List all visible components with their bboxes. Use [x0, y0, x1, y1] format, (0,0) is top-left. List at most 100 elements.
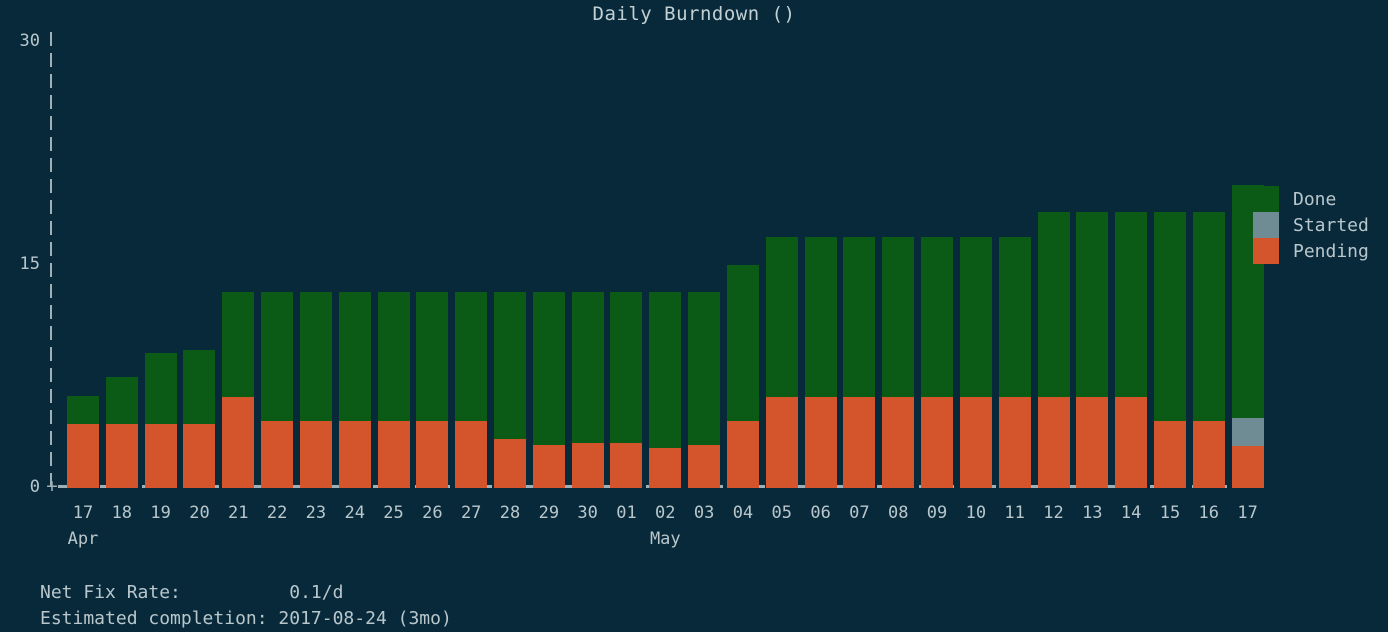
x-tick-label: 07	[849, 503, 870, 523]
x-tick-label: 14	[1120, 503, 1142, 523]
bar-segment-done	[882, 236, 915, 398]
bar-segment-done	[494, 291, 527, 439]
x-tick-label: 12	[1043, 503, 1064, 523]
bar-04	[726, 265, 759, 488]
bar-segment-pending	[338, 421, 371, 488]
x-tick-label: 02	[655, 503, 676, 523]
x-axis-line	[58, 484, 1232, 488]
bar-segment-done	[1037, 211, 1070, 398]
bar-segment-pending	[377, 421, 410, 488]
x-tick-label: 05	[771, 503, 792, 523]
bar-segment-pending	[183, 424, 216, 488]
bar-segment-done	[998, 236, 1031, 398]
bar-segment-done	[765, 236, 798, 398]
x-tick-label: 20	[189, 503, 210, 523]
bar-18	[105, 376, 138, 488]
x-tick-label: 06	[810, 503, 831, 523]
bar-segment-pending	[261, 421, 294, 488]
y-tick-label: 30	[19, 31, 40, 51]
bar-segment-done	[1153, 211, 1186, 422]
y-tick-label: 15	[19, 254, 40, 274]
bar-segment-pending	[726, 421, 759, 488]
x-tick-label: 18	[111, 503, 133, 523]
bar-15	[1153, 211, 1186, 488]
x-axis-month-labels: Apr May	[0, 529, 1388, 553]
x-tick-label: 28	[499, 503, 521, 523]
bar-segment-done	[959, 236, 992, 398]
bar-23	[299, 291, 332, 488]
x-tick-label: 26	[422, 503, 443, 523]
bar-segment-done	[726, 265, 759, 422]
x-tick-label: 10	[965, 503, 987, 523]
bar-segment-pending	[1153, 421, 1186, 488]
x-tick-label: 19	[150, 503, 171, 523]
x-tick-label: 09	[926, 503, 948, 523]
legend-label: Started	[1293, 214, 1369, 236]
bar-segment-done	[1076, 211, 1109, 398]
legend-swatch-started	[1253, 212, 1279, 238]
x-tick-label: 22	[266, 503, 288, 523]
x-tick-label: 30	[577, 503, 598, 523]
bar-segment-done	[532, 291, 565, 445]
summary-footer: Net Fix Rate: 0.1/d Estimated completion…	[40, 580, 452, 632]
bar-segment-pending	[843, 397, 876, 488]
y-axis-line	[44, 32, 58, 488]
bar-segment-done	[144, 352, 177, 425]
bar-segment-done	[804, 236, 837, 398]
bar-segment-done	[67, 395, 99, 425]
bar-09	[921, 236, 954, 488]
legend-item-pending: Pending	[1253, 238, 1369, 264]
bar-segment-pending	[105, 424, 138, 488]
bar-segment-done	[416, 291, 449, 422]
bar-11	[998, 236, 1031, 488]
x-tick-label: 25	[383, 503, 404, 523]
bar-segment-pending	[1076, 397, 1109, 488]
bar-segment-done	[649, 291, 682, 448]
bar-segment-done	[1115, 211, 1148, 398]
bar-segment-pending	[299, 421, 332, 488]
x-tick-label: 29	[538, 503, 560, 523]
legend-swatch-done	[1253, 186, 1279, 212]
x-tick-label: 03	[693, 503, 715, 523]
estimated-completion-row: Estimated completion: 2017-08-24 (3mo)	[40, 608, 452, 629]
bar-segment-pending	[532, 444, 565, 488]
bar-22	[261, 291, 294, 488]
bar-segment-pending	[610, 443, 643, 488]
x-tick-label: 24	[344, 503, 365, 523]
bar-segment-done	[261, 291, 294, 422]
bar-segment-done	[299, 291, 332, 422]
bar-17	[67, 395, 99, 488]
bar-segment-pending	[882, 397, 915, 488]
x-tick-label: 04	[732, 503, 754, 523]
bar-segment-pending	[455, 421, 488, 488]
x-tick-label: 13	[1082, 503, 1103, 523]
bar-segment-pending	[804, 397, 837, 488]
bar-segment-pending	[571, 443, 604, 488]
bar-27	[455, 291, 488, 488]
bar-segment-done	[105, 376, 138, 425]
x-tick-label: 21	[228, 503, 249, 523]
axis-origin-marker: +	[46, 475, 58, 497]
bar-16	[1192, 211, 1225, 488]
x-tick-label: 15	[1159, 503, 1181, 523]
bar-26	[416, 291, 449, 488]
bar-segment-pending	[1115, 397, 1148, 488]
bar-segment-pending	[222, 397, 255, 488]
x-tick-label: 01	[616, 503, 637, 523]
y-tick-label: 0	[29, 477, 40, 497]
bar-segment-pending	[494, 438, 527, 488]
bar-25	[377, 291, 410, 488]
x-tick-label: 17	[1237, 503, 1258, 523]
x-month-label: May	[649, 529, 681, 549]
bar-segment-done	[222, 291, 255, 398]
x-month-label: Apr	[67, 529, 99, 549]
bar-segment-pending	[998, 397, 1031, 488]
x-tick-label: 11	[1004, 503, 1025, 523]
bar-segment-done	[843, 236, 876, 398]
bar-29	[532, 291, 565, 488]
bar-segment-done	[688, 291, 721, 445]
x-axis-tick-labels: 17 18 19 20 21 22 23 24 25 26 27 28 29 30 01 02 03 04 05 06…	[0, 503, 1388, 527]
bar-segment-pending	[1192, 421, 1225, 488]
